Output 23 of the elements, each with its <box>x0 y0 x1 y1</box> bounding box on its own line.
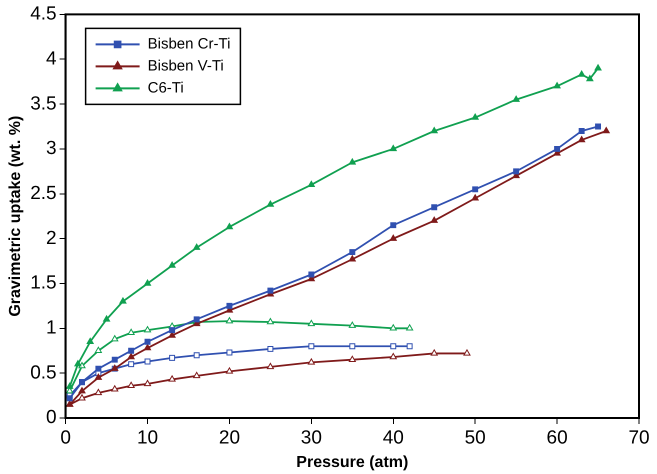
y-tick-label: 4 <box>46 48 58 70</box>
x-tick-label: 70 <box>628 428 650 449</box>
legend-label: Bisben Cr-Ti <box>148 36 230 53</box>
x-tick-label: 60 <box>546 428 568 449</box>
x-tick-label: 50 <box>464 428 486 449</box>
y-tick-label: 3 <box>46 138 57 160</box>
x-tick-label: 40 <box>382 428 404 449</box>
y-tick-label: 1.5 <box>30 272 57 294</box>
legend-label: C6-Ti <box>148 80 184 97</box>
x-tick-label: 0 <box>60 428 71 449</box>
y-tick-label: 1 <box>46 318 57 339</box>
y-tick-label: 4.5 <box>30 4 57 25</box>
y-tick-label: 0 <box>46 407 57 428</box>
x-axis-title: Pressure (atm) <box>296 454 408 471</box>
x-tick-label: 10 <box>136 428 158 449</box>
y-axis-title: Gravimetric uptake (wt. %) <box>7 116 24 317</box>
x-tick-label: 30 <box>300 428 322 449</box>
y-tick-label: 3.5 <box>30 93 57 114</box>
y-tick-label: 2 <box>46 228 57 249</box>
y-tick-label: 0.5 <box>30 362 57 384</box>
y-tick-label: 2.5 <box>30 183 57 204</box>
x-tick-label: 20 <box>218 428 240 449</box>
legend-label: Bisben V-Ti <box>148 58 224 75</box>
